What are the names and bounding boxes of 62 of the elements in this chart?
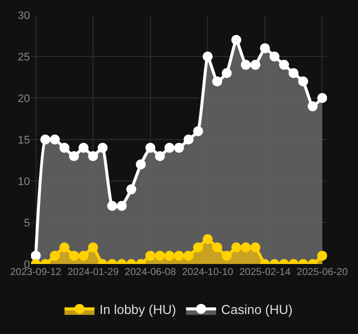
- point: [288, 68, 299, 78]
- point: [231, 34, 242, 45]
- point: [116, 200, 127, 211]
- point: [231, 242, 242, 252]
- point: [98, 142, 108, 153]
- point: [50, 134, 60, 144]
- point: [174, 250, 184, 261]
- x-tick-label: 2024-10-10: [182, 267, 234, 278]
- x-tick-label: 2024-01-29: [67, 267, 120, 278]
- point: [202, 52, 213, 62]
- point: [250, 242, 260, 252]
- point: [78, 250, 89, 261]
- point: [308, 101, 318, 112]
- legend-label: In lobby (HU): [100, 302, 176, 317]
- x-tick-label: 2024-06-08: [124, 267, 176, 278]
- x-tick-label: 2025-06-20: [296, 267, 348, 278]
- y-tick-label: 5: [24, 217, 30, 230]
- x-tick-label: 2025-02-14: [239, 267, 291, 278]
- point: [240, 242, 251, 252]
- point: [212, 242, 222, 252]
- y-tick-label: 25: [18, 51, 30, 64]
- point: [260, 43, 270, 54]
- point: [145, 142, 156, 153]
- point: [298, 76, 308, 86]
- point: [240, 60, 251, 70]
- y-tick-label: 10: [18, 176, 30, 188]
- point: [136, 159, 146, 170]
- point: [59, 142, 70, 153]
- point: [193, 242, 204, 252]
- legend-label: Casino (HU): [221, 302, 293, 317]
- point: [184, 134, 194, 144]
- point: [68, 250, 79, 261]
- y-tick-label: 15: [18, 134, 30, 146]
- point: [31, 250, 41, 261]
- point: [88, 242, 98, 252]
- point: [88, 151, 98, 162]
- y-tick-label: 20: [18, 92, 30, 105]
- point: [154, 151, 165, 162]
- point: [222, 250, 232, 261]
- y-tick-label: 30: [18, 10, 30, 22]
- point: [145, 250, 156, 261]
- point: [68, 151, 79, 162]
- point: [40, 134, 50, 144]
- point: [212, 76, 222, 86]
- point: [184, 250, 194, 261]
- point: [164, 250, 174, 261]
- point: [279, 60, 290, 70]
- point: [154, 250, 165, 261]
- point: [50, 250, 60, 261]
- point: [222, 68, 232, 78]
- point: [164, 142, 174, 153]
- point: [78, 142, 89, 153]
- point: [317, 250, 327, 261]
- point: [202, 234, 213, 244]
- point: [193, 126, 204, 136]
- point: [59, 242, 70, 252]
- point: [317, 93, 327, 103]
- point: [174, 142, 184, 153]
- point: [126, 184, 136, 194]
- point: [107, 200, 118, 211]
- point: [269, 52, 280, 62]
- point: [250, 60, 260, 70]
